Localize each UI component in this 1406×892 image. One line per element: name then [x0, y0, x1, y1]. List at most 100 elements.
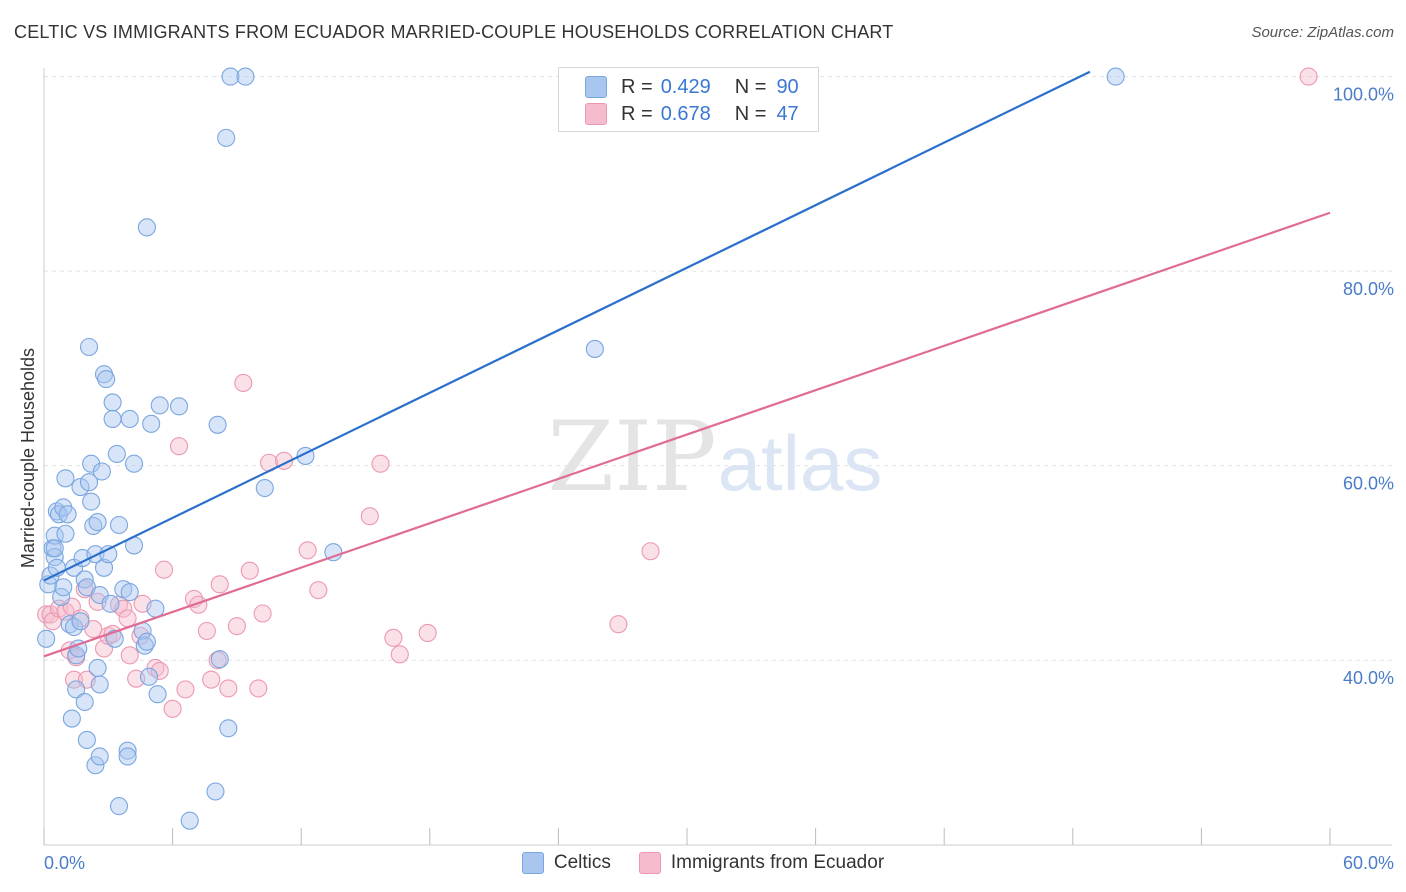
data-point [236, 67, 255, 86]
series-celtics-points [37, 67, 1125, 830]
data-point [234, 373, 253, 393]
data-point [217, 128, 236, 147]
axes [43, 68, 1392, 846]
trend-lines [43, 70, 1331, 658]
data-point [79, 337, 99, 357]
data-point [255, 478, 274, 498]
x-tick-label: 0.0% [44, 853, 85, 873]
legend-row-celtics: R = 0.429 N = 90 [585, 74, 799, 100]
data-point [120, 646, 139, 665]
data-point [71, 478, 90, 497]
legend-item-ecuador[interactable]: Immigrants from Ecuador [638, 852, 885, 874]
data-point [94, 558, 114, 577]
chart-title: CELTIC VS IMMIGRANTS FROM ECUADOR MARRIE… [14, 22, 894, 42]
data-point [109, 515, 129, 535]
data-point [1106, 67, 1125, 86]
data-point [371, 454, 390, 473]
data-point [82, 492, 101, 511]
legend-swatch-ecuador [638, 852, 661, 874]
data-point [390, 645, 409, 664]
data-point [92, 462, 111, 481]
trend-line-celtics [43, 70, 1091, 582]
data-point [360, 507, 379, 526]
legend-r-value-ecuador: 0.678 [660, 102, 711, 125]
data-point [324, 543, 343, 562]
legend-item-celtics[interactable]: Celtics [521, 852, 611, 874]
x-tick-label: 60.0% [1343, 853, 1394, 873]
data-point [309, 581, 328, 600]
data-point [107, 444, 126, 464]
legend-swatch-celtics [521, 852, 544, 874]
trend-line-ecuador [43, 211, 1331, 658]
series-legend: Celtics Immigrants from Ecuador [0, 852, 1406, 874]
y-axis-label: Married-couple Households [18, 348, 38, 568]
data-point [124, 454, 144, 473]
legend-n-value-celtics: 90 [776, 75, 799, 98]
data-point [221, 67, 240, 86]
data-point [58, 505, 77, 524]
data-point [75, 692, 94, 712]
data-point [56, 469, 75, 488]
data-point [79, 473, 99, 492]
data-point [249, 679, 268, 698]
data-point [180, 811, 199, 830]
data-point [137, 632, 156, 651]
series-immigrants-from-ecuador-points [37, 67, 1318, 718]
tick-labels: 40.0% 60.0% 80.0% 100.0% 0.0% 60.0% [44, 85, 1394, 873]
data-point [210, 650, 229, 669]
data-point [169, 437, 189, 456]
data-point [240, 561, 259, 580]
correlation-legend: R = 0.429 N = 90 R = 0.678 N = 47 [558, 67, 819, 132]
data-point [384, 628, 403, 647]
data-point [139, 667, 159, 686]
data-point [227, 617, 246, 636]
legend-swatch-ecuador [585, 103, 607, 125]
data-point [197, 621, 216, 641]
data-point [103, 393, 122, 412]
source-label: Source: ZipAtlas.com [1251, 24, 1394, 41]
legend-r-label: R = [621, 102, 653, 125]
legend-r-label: R = [621, 75, 653, 98]
data-point [67, 680, 86, 699]
data-point [103, 409, 122, 429]
data-point [148, 685, 167, 704]
data-point [169, 397, 189, 416]
data-point [219, 719, 238, 738]
data-point [154, 560, 174, 579]
data-point [88, 658, 107, 678]
data-point [120, 409, 139, 429]
y-tick-label: 40.0% [1343, 668, 1394, 688]
y-tick-label: 60.0% [1343, 474, 1394, 494]
data-point [77, 730, 96, 750]
data-point [641, 542, 660, 561]
data-point [585, 339, 604, 358]
data-point [120, 583, 139, 602]
legend-swatch-celtics [585, 76, 607, 98]
legend-row-ecuador: R = 0.678 N = 47 [585, 101, 799, 127]
data-point [298, 541, 317, 560]
data-point [62, 709, 81, 728]
data-point [176, 680, 195, 699]
data-point [146, 599, 165, 618]
legend-n-label: N = [734, 75, 767, 98]
watermark-zip: ZIP [547, 401, 716, 513]
data-point [219, 679, 238, 698]
legend-label-ecuador: Immigrants from Ecuador [670, 852, 885, 873]
data-point [67, 646, 86, 665]
data-point [97, 370, 116, 389]
data-point [609, 615, 628, 634]
data-point [150, 661, 169, 680]
gridlines [44, 76, 1392, 661]
data-point [150, 396, 169, 415]
data-point [45, 539, 64, 558]
data-point [101, 594, 120, 613]
data-point [86, 756, 105, 775]
y-tick-label: 100.0% [1333, 85, 1394, 105]
legend-n-value-ecuador: 47 [776, 102, 799, 125]
data-point [206, 782, 225, 801]
data-point [109, 797, 129, 816]
data-point [90, 675, 109, 694]
y-tick-label: 80.0% [1343, 279, 1394, 299]
data-point [118, 741, 137, 760]
